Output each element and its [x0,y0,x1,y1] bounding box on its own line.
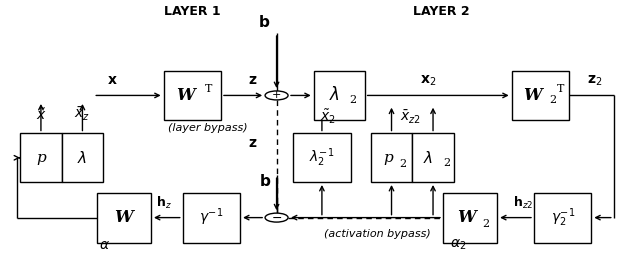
Text: $\mathbf{h}_z$: $\mathbf{h}_z$ [156,195,172,211]
Text: LAYER 1: LAYER 1 [164,5,221,18]
Text: LAYER 2: LAYER 2 [413,5,470,18]
Text: $\lambda$: $\lambda$ [423,150,433,166]
Text: 2: 2 [483,219,490,229]
Text: $\mathbf{z}$: $\mathbf{z}$ [248,136,257,150]
Text: $\mathbf{x}$: $\mathbf{x}$ [107,73,118,87]
Text: 2: 2 [444,158,451,168]
Text: $\alpha$: $\alpha$ [99,238,110,252]
Text: $\mathbf{z}$: $\mathbf{z}$ [248,73,258,87]
FancyBboxPatch shape [293,133,351,182]
Text: T: T [205,84,212,94]
Text: 2: 2 [550,96,557,105]
Text: p: p [383,151,393,165]
FancyBboxPatch shape [20,133,61,182]
FancyBboxPatch shape [443,193,497,243]
Text: $\mathbf{h}_{z2}$: $\mathbf{h}_{z2}$ [513,195,533,211]
Text: $\alpha_2$: $\alpha_2$ [451,238,467,252]
Text: W: W [458,209,476,226]
FancyBboxPatch shape [511,71,569,120]
Text: $\gamma_2^{-1}$: $\gamma_2^{-1}$ [550,206,575,229]
FancyBboxPatch shape [97,193,151,243]
Text: $\gamma^{-1}$: $\gamma^{-1}$ [199,207,223,228]
Text: 2: 2 [399,159,406,169]
Text: $\mathbf{b}$: $\mathbf{b}$ [258,14,270,30]
FancyBboxPatch shape [371,133,412,182]
FancyBboxPatch shape [314,71,365,120]
Text: p: p [36,151,46,165]
FancyBboxPatch shape [164,71,221,120]
Text: $\lambda_2^{-1}$: $\lambda_2^{-1}$ [309,147,335,169]
FancyBboxPatch shape [534,193,591,243]
Text: (activation bypass): (activation bypass) [324,229,431,239]
Text: $\bar{x}_z$: $\bar{x}_z$ [74,106,90,123]
Text: $\lambda$: $\lambda$ [77,150,88,166]
Circle shape [265,213,288,222]
Text: +: + [272,90,281,100]
Text: $\tilde{x}$: $\tilde{x}$ [36,107,46,123]
Text: $\tilde{x}_2$: $\tilde{x}_2$ [321,108,336,126]
Text: $\lambda$: $\lambda$ [328,86,339,104]
Text: W: W [177,87,195,104]
Text: 2: 2 [349,96,356,105]
FancyBboxPatch shape [412,133,454,182]
Text: T: T [557,84,564,94]
Text: W: W [524,87,542,104]
Text: W: W [115,209,133,226]
Text: $\mathbf{b}$: $\mathbf{b}$ [259,173,271,189]
FancyBboxPatch shape [182,193,240,243]
Text: (layer bypass): (layer bypass) [168,123,248,133]
Text: $-$: $-$ [271,211,282,224]
Text: $\mathbf{z}_2$: $\mathbf{z}_2$ [587,73,602,88]
FancyBboxPatch shape [61,133,103,182]
Circle shape [265,91,288,100]
Text: $\bar{x}_{z2}$: $\bar{x}_{z2}$ [400,109,421,126]
Text: $\mathbf{x}_2$: $\mathbf{x}_2$ [420,73,436,88]
